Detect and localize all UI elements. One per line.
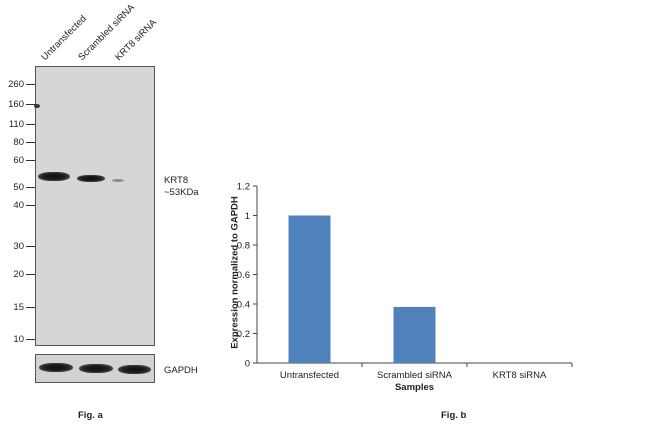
mw-marker-160: 160 xyxy=(2,98,35,110)
y-tick-label: 1.2 xyxy=(237,182,250,193)
fig-a-label: Fig. a xyxy=(78,410,103,421)
ladder-dot xyxy=(34,104,40,108)
gapdh-band-krt8-sirna xyxy=(118,365,151,374)
mw-marker-80: 80 xyxy=(2,136,35,148)
gapdh-band-scrambled-sirna xyxy=(79,364,113,373)
band-krt8-sirna xyxy=(112,179,124,182)
mw-marker-40: 40 xyxy=(2,199,35,211)
blot-membrane-gapdh xyxy=(35,354,155,383)
y-tick-label: 0.6 xyxy=(237,270,250,281)
y-tick-label: 0 xyxy=(245,359,250,370)
fig-b-label: Fig. b xyxy=(441,410,467,421)
x-category-label: KRT8 siRNA xyxy=(493,370,547,381)
mw-marker-60: 60 xyxy=(2,154,35,166)
loading-control-label: GAPDH xyxy=(164,365,198,376)
y-tick-label: 0.2 xyxy=(237,329,250,340)
mw-marker-15: 15 xyxy=(2,301,35,313)
x-category-label: Untransfected xyxy=(280,370,339,381)
target-label: KRT8 ~53KDa xyxy=(164,175,199,198)
band-untransfected xyxy=(38,172,70,181)
mw-marker-30: 30 xyxy=(2,240,35,252)
mw-marker-10: 10 xyxy=(2,333,35,345)
blot-membrane-krt8 xyxy=(34,66,155,346)
mw-marker-20: 20 xyxy=(2,268,35,280)
x-category-label: Scrambled siRNA xyxy=(377,370,453,381)
band-scrambled-sirna xyxy=(77,175,105,182)
x-axis-title: Samples xyxy=(395,382,434,393)
bar-1 xyxy=(288,215,331,363)
bar-2 xyxy=(393,306,436,363)
y-tick-label: 0.4 xyxy=(237,300,250,311)
y-tick-label: 1 xyxy=(245,211,250,222)
mw-marker-260: 260 xyxy=(2,78,35,90)
y-tick-label: 0.8 xyxy=(237,241,250,252)
mw-marker-50: 50 xyxy=(2,181,35,193)
gapdh-band-untransfected xyxy=(39,363,73,372)
mw-marker-110: 110 xyxy=(2,118,35,130)
